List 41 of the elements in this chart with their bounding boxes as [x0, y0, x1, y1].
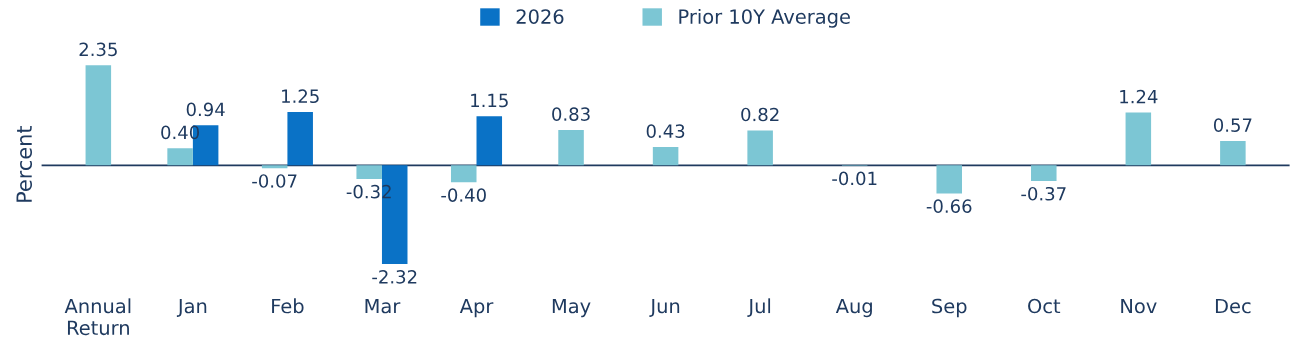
x-tick-label: Nov	[1121, 298, 1157, 314]
x-tick-label: Jan	[176, 298, 207, 317]
bar	[652, 147, 679, 166]
bar	[1125, 112, 1152, 166]
x-tick-label: Jun	[649, 298, 680, 317]
data-label: 1.24	[1120, 89, 1158, 104]
x-tick-label: Aug	[835, 298, 872, 318]
data-label: 1.15	[471, 93, 508, 108]
legend-label: Prior 10Y Average	[679, 8, 850, 28]
data-label: -0.07	[252, 174, 297, 188]
data-label: 0.83	[552, 107, 590, 121]
data-label: 2.35	[79, 42, 117, 57]
y-axis-title: Percent	[16, 126, 33, 202]
x-tick-label: Mar	[365, 298, 401, 314]
data-label: -0.37	[1021, 186, 1066, 201]
bar	[747, 130, 773, 166]
x-tick-label: Jul	[747, 298, 771, 317]
x-tick-label: Annual Return	[64, 298, 131, 336]
data-label: 1.25	[282, 89, 319, 104]
bar	[1031, 165, 1057, 182]
x-tick-label: Oct	[1028, 298, 1061, 314]
bar	[85, 65, 112, 166]
bar	[936, 165, 962, 194]
data-label: -0.66	[926, 199, 972, 213]
x-tick-label: Apr	[459, 298, 494, 318]
x-tick-label: Feb	[272, 298, 304, 314]
x-tick-label: Sep	[932, 298, 967, 318]
x-tick-label: Dec	[1215, 298, 1251, 314]
legend-label: 2026	[516, 9, 564, 24]
bar	[287, 112, 313, 166]
data-label: -2.32	[372, 270, 417, 284]
bar	[1220, 141, 1246, 166]
data-label: 0.94	[186, 102, 225, 117]
bar	[476, 116, 503, 166]
data-label: 0.43	[646, 124, 685, 138]
bar	[558, 129, 584, 166]
data-label: -0.01	[832, 171, 877, 186]
x-tick-label: May	[552, 298, 591, 318]
data-label: 0.57	[1213, 118, 1252, 132]
data-label: -0.40	[441, 188, 486, 202]
data-label: 0.82	[741, 107, 779, 122]
